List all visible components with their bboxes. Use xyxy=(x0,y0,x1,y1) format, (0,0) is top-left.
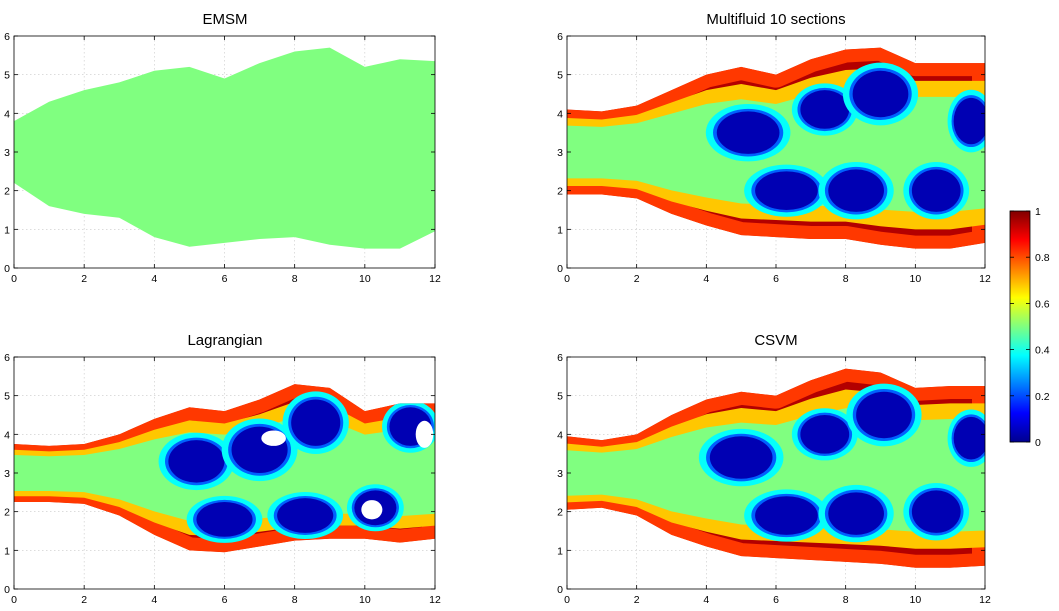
x-tick-label: 2 xyxy=(634,594,640,606)
x-tick-label: 0 xyxy=(11,594,17,606)
colorbar-tick-label: 0 xyxy=(1035,437,1041,449)
y-tick-label: 6 xyxy=(557,352,563,364)
y-tick-label: 3 xyxy=(4,147,10,159)
y-tick-label: 1 xyxy=(4,224,10,236)
x-tick-label: 8 xyxy=(292,273,298,285)
y-tick-label: 5 xyxy=(4,391,10,403)
colorbar: 0 0.2 0.4 0.6 0.8 1 xyxy=(1009,206,1050,449)
vortex-core xyxy=(716,111,780,154)
y-tick-label: 0 xyxy=(4,263,10,275)
y-tick-label: 1 xyxy=(557,224,563,236)
x-tick-label: 10 xyxy=(909,273,921,285)
y-tick-label: 2 xyxy=(557,507,563,519)
vortex-core xyxy=(953,97,985,145)
panel-title: Lagrangian xyxy=(187,332,262,349)
y-tick-label: 0 xyxy=(4,584,10,596)
x-tick-label: 0 xyxy=(564,594,570,606)
y-tick-label: 0 xyxy=(557,263,563,275)
colorbar-tick-label: 0.4 xyxy=(1035,345,1050,357)
vortex-core xyxy=(755,496,818,535)
concentration-field xyxy=(567,47,985,249)
x-tick-label: 6 xyxy=(773,594,779,606)
vortex-core xyxy=(168,440,225,483)
y-tick-label: 6 xyxy=(4,31,10,43)
panel-title: CSVM xyxy=(754,332,797,349)
vortex-core xyxy=(852,70,909,118)
x-tick-label: 10 xyxy=(909,594,921,606)
x-tick-label: 4 xyxy=(703,273,709,285)
vortex-core xyxy=(755,171,818,211)
colorbar-tick-label: 0.2 xyxy=(1035,391,1050,403)
x-tick-label: 8 xyxy=(843,273,849,285)
x-tick-label: 4 xyxy=(703,594,709,606)
concentration-field xyxy=(14,47,435,249)
x-tick-label: 6 xyxy=(222,273,228,285)
concentration-field xyxy=(14,384,435,553)
y-tick-label: 3 xyxy=(557,147,563,159)
vortex-core xyxy=(291,399,341,446)
panel-title: Multifluid 10 sections xyxy=(706,11,845,28)
vortex-core xyxy=(953,416,985,460)
y-tick-label: 4 xyxy=(557,108,563,120)
y-tick-label: 6 xyxy=(4,352,10,364)
panel-title: EMSM xyxy=(203,11,248,28)
empty-region xyxy=(361,500,383,520)
vortex-core xyxy=(856,391,912,439)
y-tick-label: 2 xyxy=(557,186,563,198)
x-tick-label: 2 xyxy=(81,273,87,285)
vortex-core xyxy=(196,502,253,537)
vortex-core xyxy=(911,169,961,212)
x-tick-label: 2 xyxy=(81,594,87,606)
y-tick-label: 1 xyxy=(4,545,10,557)
vortex-core xyxy=(828,169,884,212)
y-tick-label: 3 xyxy=(4,468,10,480)
vortex-core xyxy=(828,492,884,535)
x-tick-label: 10 xyxy=(359,273,371,285)
vortex-core xyxy=(800,90,850,129)
y-tick-label: 2 xyxy=(4,186,10,198)
x-tick-label: 6 xyxy=(773,273,779,285)
y-tick-label: 0 xyxy=(557,584,563,596)
colorbar-gradient xyxy=(1009,210,1031,443)
x-tick-label: 8 xyxy=(843,594,849,606)
x-tick-label: 0 xyxy=(11,273,17,285)
x-tick-label: 4 xyxy=(151,594,157,606)
x-tick-label: 0 xyxy=(564,273,570,285)
y-tick-label: 4 xyxy=(557,429,563,441)
x-tick-label: 12 xyxy=(429,273,441,285)
x-tick-label: 4 xyxy=(151,273,157,285)
y-tick-label: 6 xyxy=(557,31,563,43)
colorbar-tick-label: 0.6 xyxy=(1035,298,1050,310)
y-tick-label: 2 xyxy=(4,507,10,519)
x-tick-label: 6 xyxy=(222,594,228,606)
vortex-core xyxy=(911,490,961,533)
x-tick-label: 12 xyxy=(429,594,441,606)
y-tick-label: 3 xyxy=(557,468,563,480)
concentration-field xyxy=(567,368,985,568)
x-tick-label: 8 xyxy=(292,594,298,606)
y-tick-label: 1 xyxy=(557,545,563,557)
vortex-core xyxy=(800,415,850,454)
x-tick-label: 12 xyxy=(979,594,991,606)
x-tick-label: 10 xyxy=(359,594,371,606)
vortex-core xyxy=(277,498,334,533)
y-tick-label: 5 xyxy=(4,70,10,82)
x-tick-label: 2 xyxy=(634,273,640,285)
y-tick-label: 4 xyxy=(4,108,10,120)
vortex-core xyxy=(709,436,773,479)
colorbar-tick-label: 0.8 xyxy=(1035,252,1050,264)
empty-region xyxy=(415,420,434,448)
y-tick-label: 4 xyxy=(4,429,10,441)
y-tick-label: 5 xyxy=(557,391,563,403)
x-tick-label: 12 xyxy=(979,273,991,285)
transition-band xyxy=(14,384,435,553)
colorbar-tick-label: 1 xyxy=(1035,206,1041,218)
y-tick-label: 5 xyxy=(557,70,563,82)
empty-region xyxy=(261,430,286,446)
